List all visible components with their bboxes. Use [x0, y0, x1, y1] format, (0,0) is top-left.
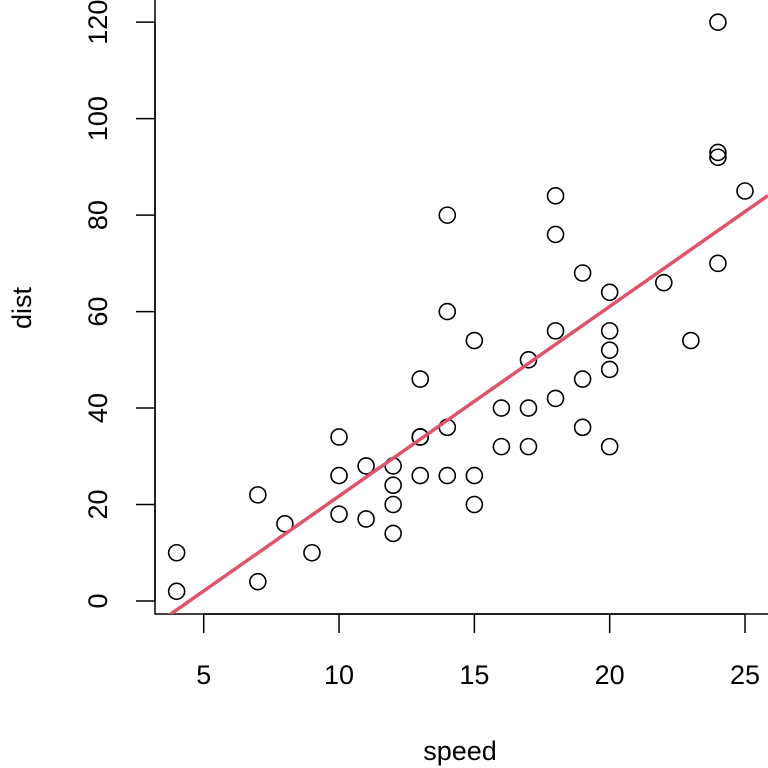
data-point [167, 543, 186, 562]
data-point [546, 225, 565, 244]
y-tick-label: 60 [83, 297, 113, 327]
x-tick-label: 10 [324, 660, 354, 690]
data-point [546, 389, 565, 408]
data-point [465, 495, 484, 514]
x-tick-label: 5 [196, 660, 211, 690]
y-tick-label: 120 [83, 0, 113, 45]
data-point [492, 437, 511, 456]
data-point [303, 543, 321, 562]
data-point [709, 143, 727, 162]
data-point [655, 273, 673, 292]
data-point [709, 254, 727, 273]
x-tick-label: 25 [730, 660, 760, 690]
data-point [573, 264, 592, 282]
data-point [519, 399, 538, 417]
x-axis: 5 10 15 20 25 [196, 613, 760, 690]
points [167, 13, 754, 601]
regression-line [167, 194, 768, 614]
data-point [438, 302, 457, 321]
data-point [330, 505, 348, 523]
data-point [411, 428, 430, 446]
data-point [573, 370, 592, 388]
data-point [330, 466, 348, 485]
data-point [600, 341, 619, 359]
data-point [411, 466, 430, 485]
data-point [384, 495, 402, 514]
y-tick-label: 80 [83, 200, 113, 230]
data-point [709, 148, 727, 167]
data-point [384, 524, 402, 543]
data-point [600, 283, 619, 302]
data-point [167, 582, 186, 601]
data-point [600, 437, 619, 456]
x-tick-label: 15 [459, 660, 489, 690]
y-axis: 0 20 40 60 80 100 120 [83, 0, 156, 608]
data-point [492, 399, 511, 417]
plot-frame [154, 0, 768, 615]
data-point [736, 182, 754, 200]
data-point [357, 457, 375, 475]
data-point [249, 572, 267, 591]
y-tick-label: 0 [83, 593, 113, 608]
data-point [249, 486, 267, 504]
data-point [546, 187, 565, 205]
data-point [573, 418, 592, 437]
y-axis-label: dist [7, 287, 37, 330]
y-tick-label: 20 [83, 489, 113, 519]
data-point [276, 515, 294, 533]
data-point [384, 476, 402, 495]
regression-line-group [167, 194, 768, 614]
plot-border [154, 0, 768, 615]
data-point [519, 437, 538, 456]
data-point [411, 370, 430, 388]
data-point [465, 331, 484, 350]
data-point [438, 466, 457, 485]
x-tick-label: 20 [595, 660, 625, 690]
x-axis-label: speed [423, 736, 497, 766]
data-point [330, 428, 348, 446]
data-point [357, 510, 375, 528]
data-point [600, 322, 619, 340]
data-point [465, 466, 484, 485]
y-tick-label: 40 [83, 393, 113, 423]
y-tick-label: 100 [83, 96, 113, 141]
data-point [600, 360, 619, 379]
data-point [709, 13, 727, 31]
data-point [438, 206, 457, 224]
data-point [682, 331, 700, 350]
data-point [546, 322, 565, 340]
